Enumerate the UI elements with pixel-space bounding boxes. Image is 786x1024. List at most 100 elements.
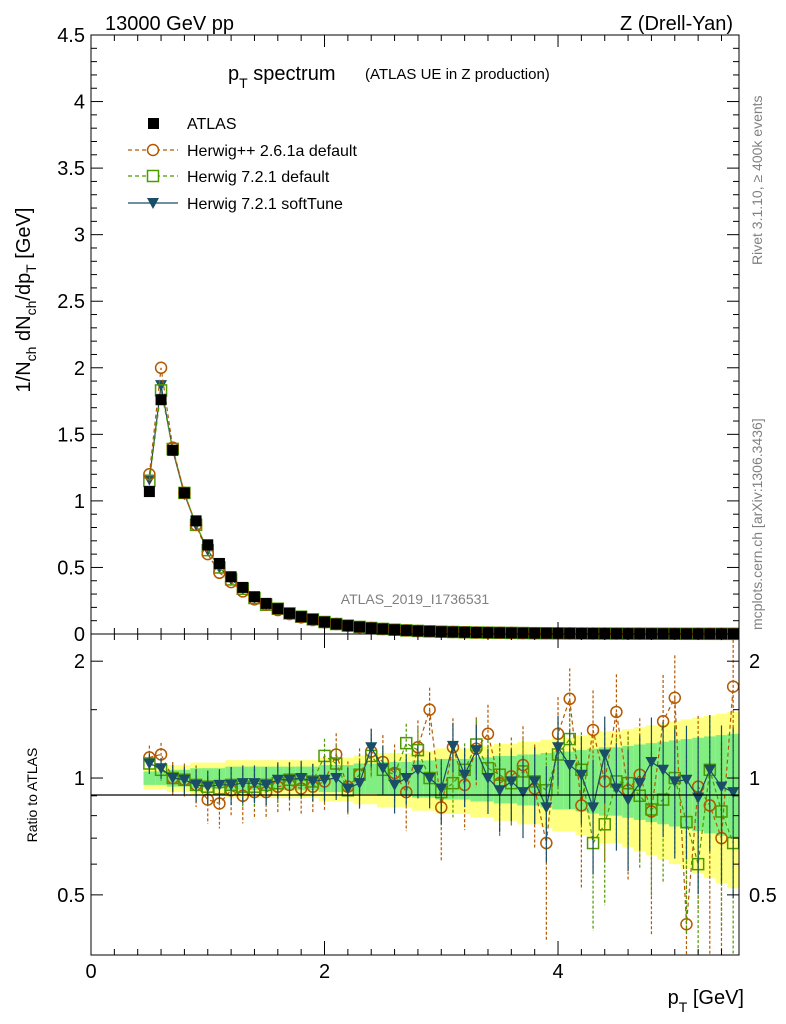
ratio-data-point [540, 802, 553, 814]
ratio-data-point [680, 774, 693, 786]
legend-marker-atlas [148, 118, 159, 129]
main-y-tick-label: 4.5 [57, 25, 85, 47]
ratio-data-point [446, 776, 460, 790]
ratio-data-point [236, 778, 249, 790]
ratio-data-point [376, 763, 389, 775]
ratio-data-point [528, 776, 541, 788]
main-data-point [295, 611, 307, 623]
ratio-data-point [563, 760, 576, 772]
ratio-data-point [470, 745, 483, 757]
ratio-data-point [610, 705, 623, 719]
ratio-data-point [225, 779, 238, 791]
ratio-data-point [552, 742, 565, 754]
ratio-data-point [575, 769, 588, 781]
main-data-point [283, 607, 295, 619]
ratio-data-point [446, 740, 459, 752]
rivet-version-label: Rivet 3.1.10, ≥ 400k events [749, 95, 765, 265]
ratio-data-point [341, 783, 354, 795]
main-data-point [154, 361, 168, 375]
ratio-data-point [248, 778, 261, 790]
main-y-ticks: 0 0.5 1 1.5 2 2.5 3 3.5 4 4.5 [57, 25, 739, 646]
main-data-point [424, 625, 436, 637]
x-tick-label: 4 [552, 961, 563, 983]
ratio-data-point [190, 779, 203, 791]
main-data-point [167, 444, 179, 456]
analysis-watermark: ATLAS_2019_I1736531 [341, 591, 490, 607]
ratio-data-point [633, 778, 646, 790]
ratio-data-point [411, 764, 424, 776]
ratio-y-tick-label: 1 [74, 768, 85, 790]
ratio-data-point [435, 783, 448, 795]
legend-entry-atlas: ATLAS [148, 116, 237, 133]
ratio-data-point [703, 764, 716, 776]
ratio-panel: 0.5 0.5 1 1 2 2 0 2 4 Ratio to ATLAS pT [GeV] [24, 633, 777, 1015]
main-data-point [400, 624, 412, 636]
ratio-data-point [598, 749, 611, 761]
ratio-y-tick-label-right: 2 [749, 651, 760, 673]
ratio-marks [143, 639, 740, 955]
legend: ATLAS Herwig++ 2.6.1a default Herwig 7.2… [128, 116, 357, 213]
ratio-y-tick-label: 2 [74, 651, 85, 673]
ratio-data-point [399, 736, 413, 750]
main-y-tick-label: 3 [74, 225, 85, 247]
main-y-tick-label: 2.5 [57, 291, 85, 313]
ratio-data-point [155, 763, 168, 775]
main-data-point [143, 486, 155, 498]
legend-marker-herwig7-default [146, 169, 160, 183]
main-panel: 0 0.5 1 1.5 2 2.5 3 3.5 4 4.5 pT spectrum (ATLAS … [13, 25, 740, 646]
main-y-axis-label: 1/Nch dNch/dpT [GeV] [13, 208, 39, 393]
ratio-data-point [668, 776, 681, 788]
ratio-data-point [493, 785, 506, 797]
legend-entry-herwigpp: Herwig++ 2.6.1a default [128, 143, 357, 160]
main-data-point [354, 621, 366, 633]
legend-marker-herwigpp [146, 143, 160, 157]
ratio-data-point [517, 787, 529, 799]
main-data-point [272, 603, 284, 615]
main-data-point [225, 571, 237, 583]
process-label: Z (Drell-Yan) [620, 13, 733, 35]
main-y-tick-label: 1 [74, 491, 85, 513]
ratio-data-point [330, 773, 343, 785]
ratio-data-point [423, 773, 436, 785]
legend-label-herwig7-softtune: Herwig 7.2.1 softTune [187, 196, 343, 213]
ratio-data-point [622, 794, 635, 806]
x-tick-label: 2 [319, 961, 330, 983]
ratio-data-point [365, 742, 378, 754]
main-data-point [447, 626, 459, 638]
ratio-data-point [657, 764, 670, 776]
ratio-data-point [563, 692, 576, 706]
ratio-ticks: 0.5 0.5 1 1 2 2 0 2 4 [57, 634, 777, 983]
main-title: pT spectrum [228, 63, 336, 91]
ratio-data-point [680, 918, 693, 931]
ratio-data-point [400, 773, 413, 785]
main-data-point [143, 468, 156, 481]
ratio-data-point [201, 781, 214, 793]
main-data-point [237, 581, 249, 593]
main-y-tick-label: 2 [74, 358, 85, 380]
ratio-data-point [458, 769, 471, 781]
main-data-point [342, 620, 354, 632]
ratio-data-point [271, 774, 284, 786]
legend-marker-herwig7-softtune [147, 198, 159, 209]
main-data-point [307, 613, 319, 625]
main-data-point [213, 557, 225, 569]
ratio-data-point [283, 774, 296, 786]
main-data-point [248, 591, 260, 603]
ratio-data-point [260, 779, 273, 791]
main-y-tick-label: 0 [74, 624, 85, 646]
ratio-data-point [598, 818, 611, 831]
ratio-data-point [586, 723, 600, 737]
legend-entry-herwig7-softtune: Herwig 7.2.1 softTune [128, 196, 343, 213]
ratio-y-tick-label: 0.5 [57, 885, 85, 907]
legend-label-herwigpp: Herwig++ 2.6.1a default [187, 143, 357, 160]
ratio-band-inner [365, 763, 378, 794]
main-subtitle: (ATLAS UE in Z production) [365, 66, 550, 83]
ratio-data-point [306, 776, 319, 788]
ratio-data-point [481, 773, 494, 785]
main-data-point [377, 623, 389, 635]
main-y-tick-label: 4 [74, 92, 85, 114]
ratio-data-point [505, 776, 518, 788]
ratio-data-point [727, 787, 740, 799]
ratio-data-point [587, 802, 600, 814]
main-y-tick-label: 1.5 [57, 424, 85, 446]
